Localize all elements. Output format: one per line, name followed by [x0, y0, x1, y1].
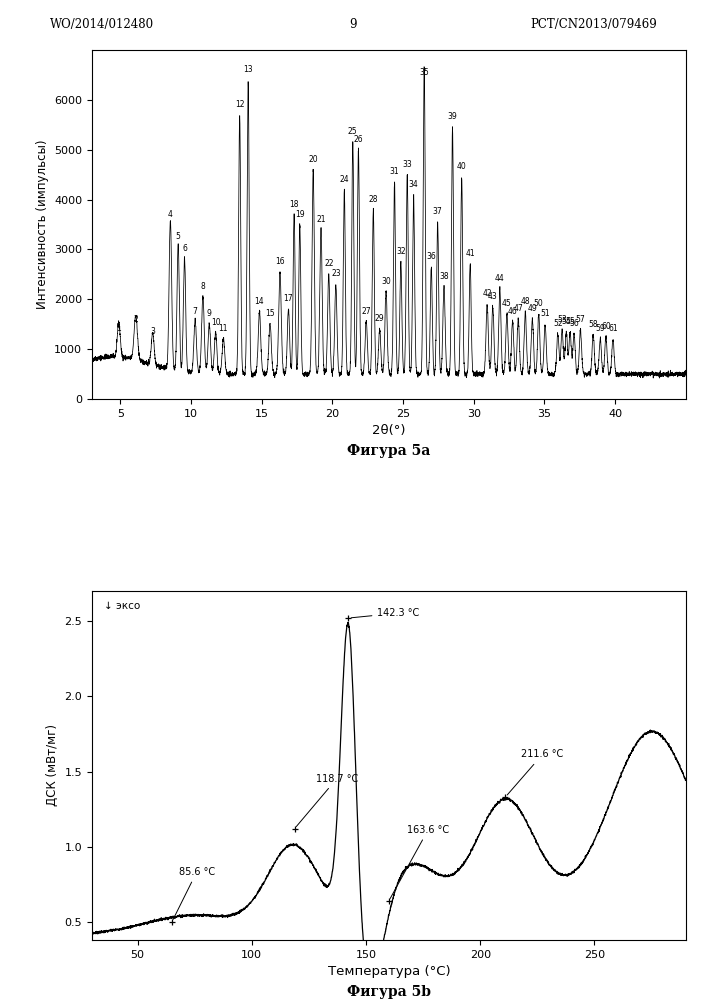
Text: 5: 5 — [176, 232, 180, 241]
Text: 41: 41 — [465, 249, 475, 258]
Text: 118.7 °C: 118.7 °C — [296, 774, 358, 827]
Text: 39: 39 — [448, 112, 457, 121]
Text: 31: 31 — [390, 167, 399, 176]
Text: 11: 11 — [218, 324, 228, 333]
Text: 46: 46 — [508, 307, 518, 316]
Text: 51: 51 — [540, 309, 550, 318]
Text: 27: 27 — [361, 307, 371, 316]
Text: 12: 12 — [235, 100, 245, 109]
Text: 26: 26 — [354, 135, 363, 144]
Text: 20: 20 — [308, 155, 318, 164]
Text: 18: 18 — [289, 200, 299, 209]
Text: 60: 60 — [601, 322, 611, 331]
Text: 23: 23 — [331, 269, 341, 278]
Text: 3: 3 — [151, 327, 155, 336]
Text: 47: 47 — [513, 304, 523, 313]
Text: 50: 50 — [534, 299, 544, 308]
Text: 37: 37 — [433, 207, 443, 216]
Text: PCT/CN2013/079469: PCT/CN2013/079469 — [531, 18, 658, 31]
Text: 52: 52 — [553, 319, 563, 328]
Text: 142.3 °C: 142.3 °C — [351, 608, 420, 618]
Text: WO/2014/012480: WO/2014/012480 — [49, 18, 153, 31]
Text: 32: 32 — [396, 247, 406, 256]
Text: 21: 21 — [316, 215, 326, 224]
Text: 2: 2 — [134, 315, 138, 324]
Text: 16: 16 — [275, 257, 285, 266]
Text: 163.6 °C: 163.6 °C — [390, 825, 449, 898]
Text: 9: 9 — [350, 18, 357, 31]
Text: 54: 54 — [561, 317, 571, 326]
Y-axis label: Интенсивность (импульсы): Интенсивность (импульсы) — [35, 140, 49, 309]
Text: 43: 43 — [488, 292, 498, 301]
Text: 61: 61 — [608, 324, 618, 333]
Text: 34: 34 — [409, 180, 419, 189]
Text: 22: 22 — [324, 259, 334, 268]
Text: 57: 57 — [575, 315, 585, 324]
Text: 9: 9 — [207, 309, 211, 318]
Text: 55: 55 — [566, 317, 575, 326]
Text: 13: 13 — [243, 65, 253, 74]
Text: Фигура 5b: Фигура 5b — [347, 985, 431, 999]
Text: 45: 45 — [502, 299, 512, 308]
Text: 6: 6 — [182, 244, 187, 253]
Text: 29: 29 — [375, 314, 385, 323]
Text: 19: 19 — [295, 210, 305, 219]
Text: ↓ эксо: ↓ эксо — [104, 601, 140, 611]
Text: 59: 59 — [595, 324, 605, 333]
Text: 40: 40 — [457, 162, 467, 171]
Text: 15: 15 — [265, 309, 275, 318]
X-axis label: Температура (°C): Температура (°C) — [327, 965, 450, 978]
Text: 42: 42 — [482, 289, 492, 298]
Text: 44: 44 — [495, 274, 505, 283]
Text: 17: 17 — [284, 294, 293, 303]
Text: 7: 7 — [193, 307, 197, 316]
X-axis label: 2θ(°): 2θ(°) — [372, 424, 406, 437]
Text: 36: 36 — [426, 252, 436, 261]
Text: 28: 28 — [368, 195, 378, 204]
Text: 10: 10 — [211, 318, 221, 327]
Text: Фигура 5a: Фигура 5a — [347, 444, 431, 458]
Text: 35: 35 — [419, 68, 429, 77]
Text: 1: 1 — [117, 324, 121, 333]
Text: 8: 8 — [201, 282, 205, 291]
Y-axis label: ДСК (мВт/мг): ДСК (мВт/мг) — [46, 724, 59, 806]
Text: 33: 33 — [402, 160, 412, 169]
Text: 24: 24 — [339, 175, 349, 184]
Text: 38: 38 — [439, 272, 449, 281]
Text: 53: 53 — [557, 315, 567, 324]
Text: 25: 25 — [348, 127, 358, 136]
Text: 48: 48 — [520, 297, 530, 306]
Text: 30: 30 — [381, 277, 391, 286]
Text: 85.6 °C: 85.6 °C — [173, 867, 215, 919]
Text: 4: 4 — [168, 210, 173, 219]
Text: 14: 14 — [255, 297, 264, 306]
Text: 211.6 °C: 211.6 °C — [507, 749, 563, 795]
Text: 49: 49 — [527, 304, 537, 313]
Text: 56: 56 — [569, 319, 579, 328]
Text: 58: 58 — [588, 320, 598, 329]
